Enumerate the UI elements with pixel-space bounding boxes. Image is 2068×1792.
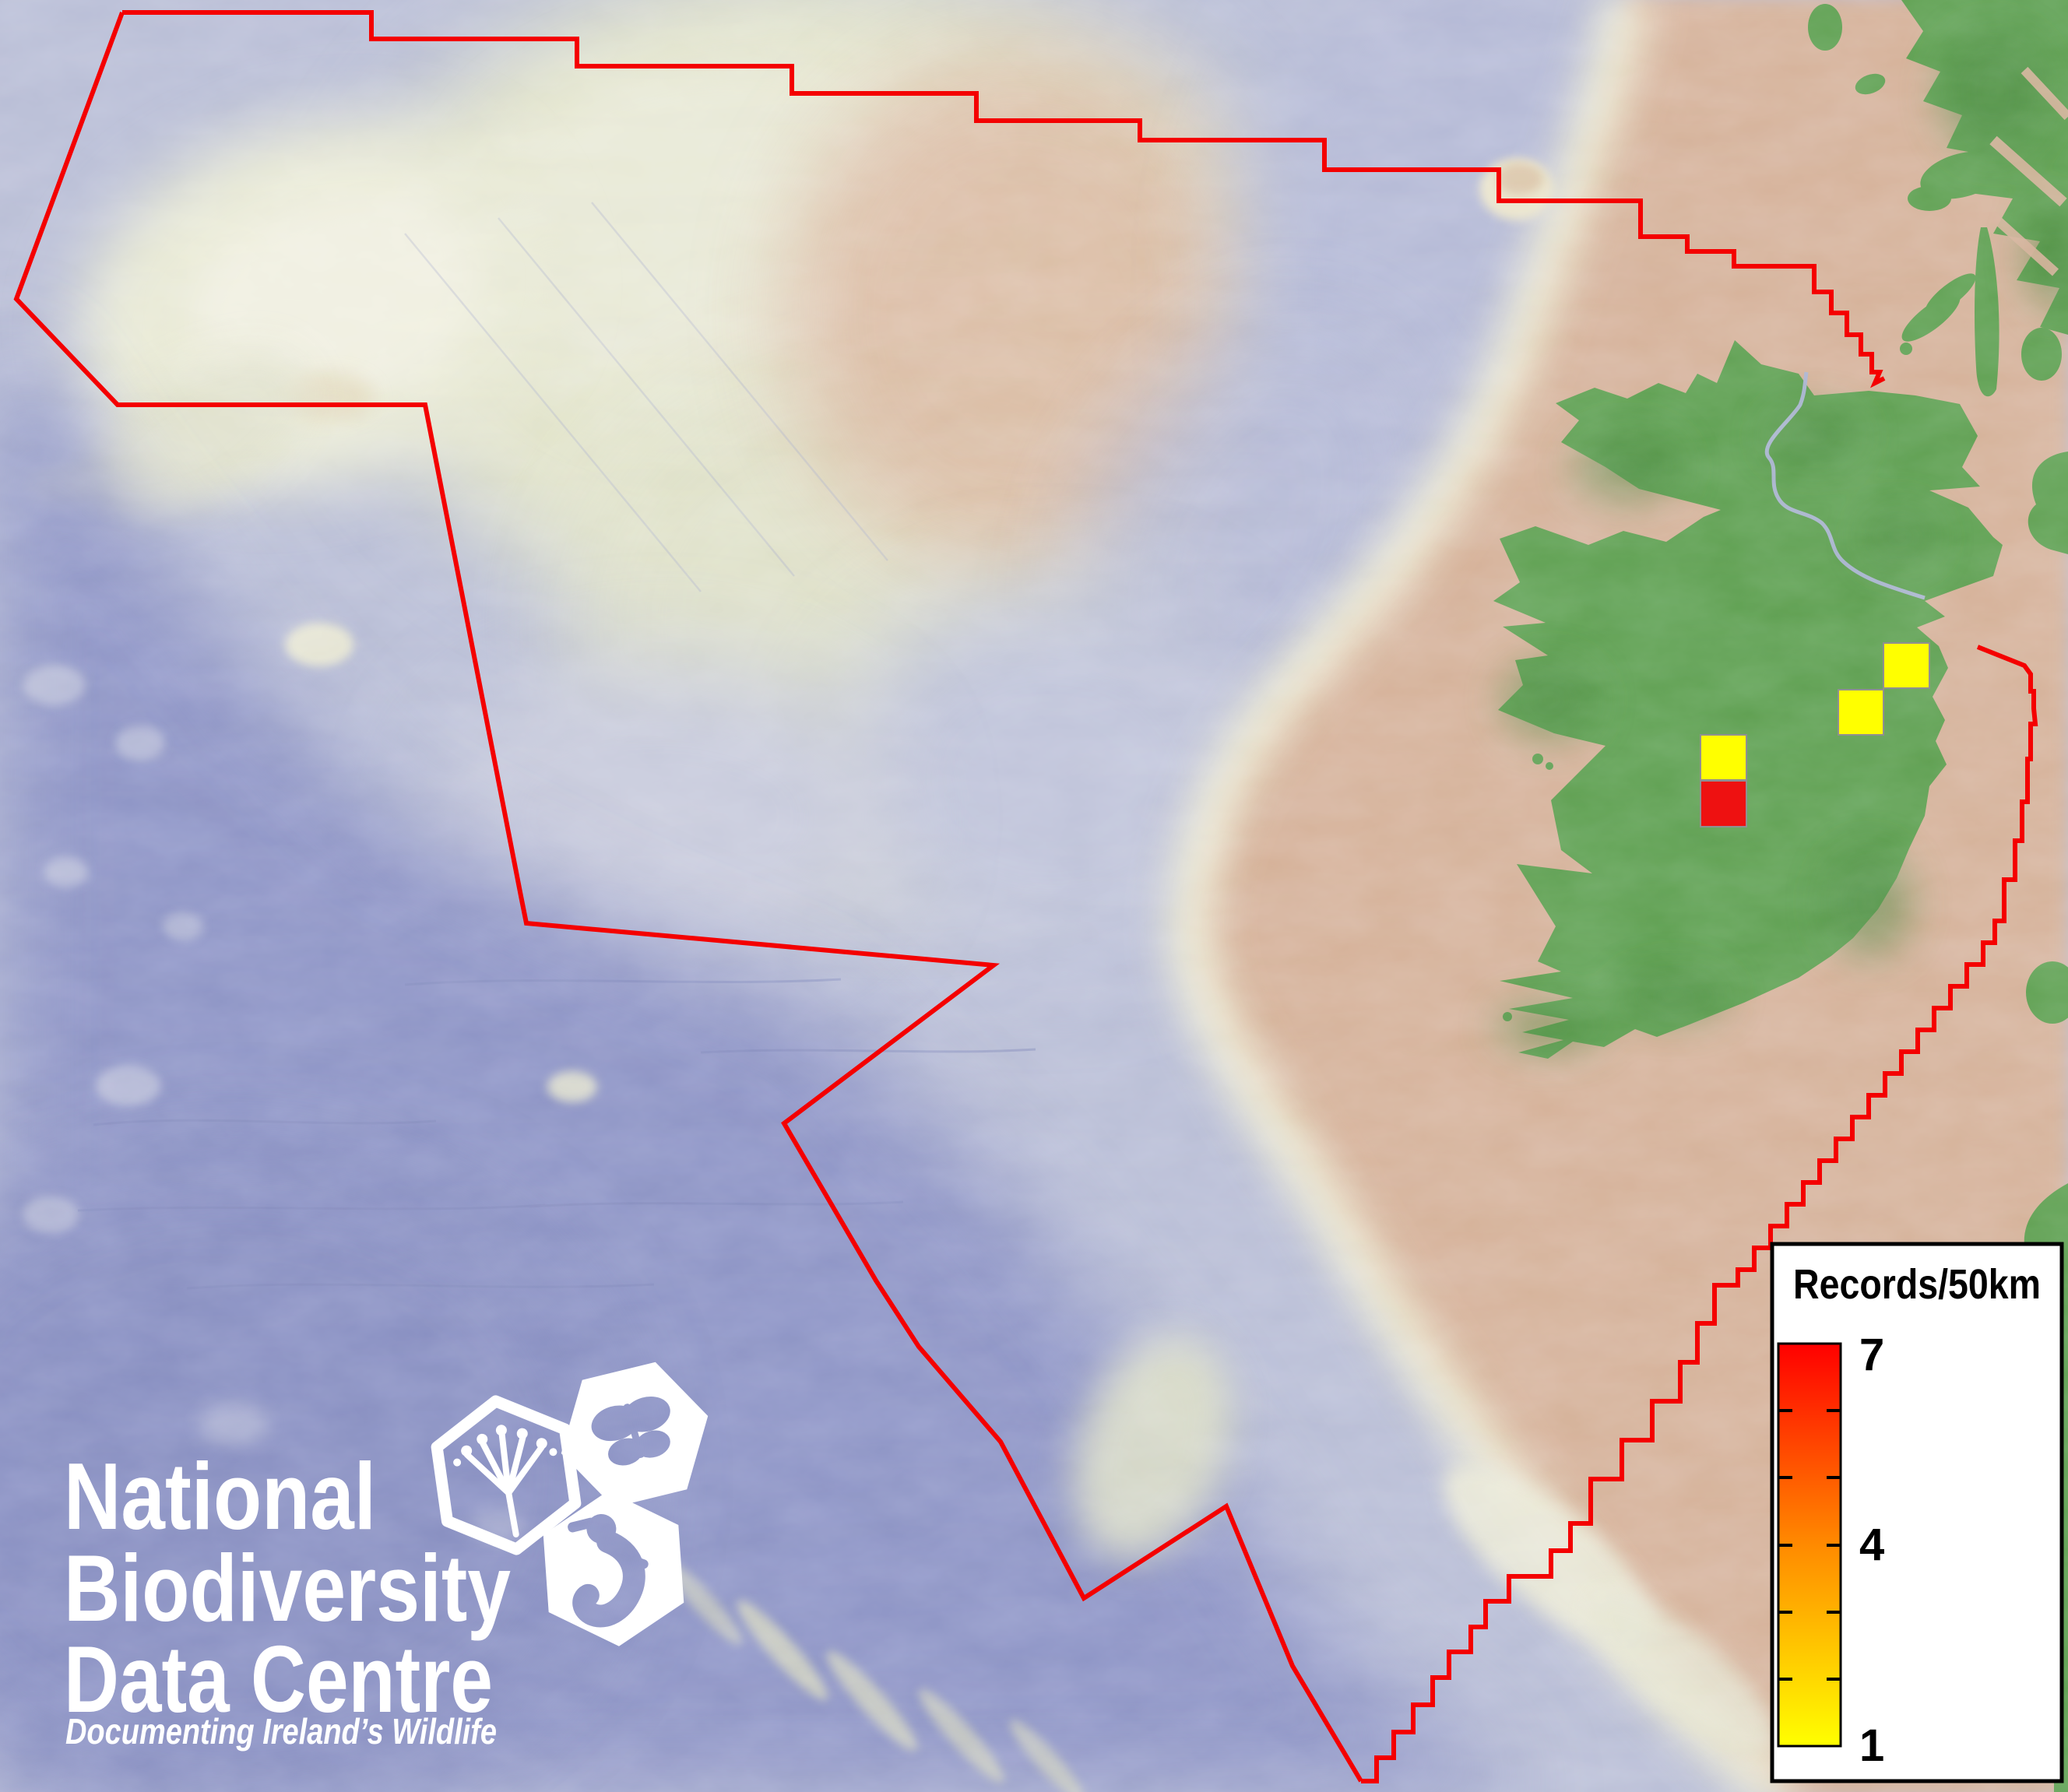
eez-boundary-north <box>122 10 1886 388</box>
plant-umbel-icon <box>431 1395 582 1555</box>
record-square[interactable] <box>1883 642 1930 689</box>
record-square[interactable] <box>1700 780 1747 827</box>
eez-boundary-irish-sea <box>1361 645 2038 1783</box>
eez-boundary-west <box>13 11 1363 1783</box>
legend-label-max: 7 <box>1859 1330 1884 1380</box>
record-square[interactable] <box>1838 689 1884 736</box>
record-squares <box>1700 642 1930 827</box>
butterfly-icon <box>561 1362 709 1508</box>
logo-line-3: Data Centre <box>64 1626 493 1732</box>
logo-line-1: National <box>64 1443 376 1549</box>
legend: Records/50km 7 4 1 <box>1770 1242 2064 1783</box>
legend-ticks <box>1778 1409 1841 1681</box>
legend-title: Records/50km <box>1793 1261 2041 1308</box>
legend-label-mid: 4 <box>1859 1520 1884 1570</box>
logo-tagline: Documenting Ireland’s Wildlife <box>65 1711 497 1752</box>
seahorse-icon <box>543 1491 684 1646</box>
logo-line-2: Biodiversity <box>64 1535 511 1641</box>
legend-label-min: 1 <box>1859 1720 1884 1771</box>
nbdc-logo: National Biodiversity Data Centre Docume… <box>64 1362 709 1752</box>
eez-boundary <box>13 10 2038 1783</box>
record-square[interactable] <box>1700 734 1747 781</box>
